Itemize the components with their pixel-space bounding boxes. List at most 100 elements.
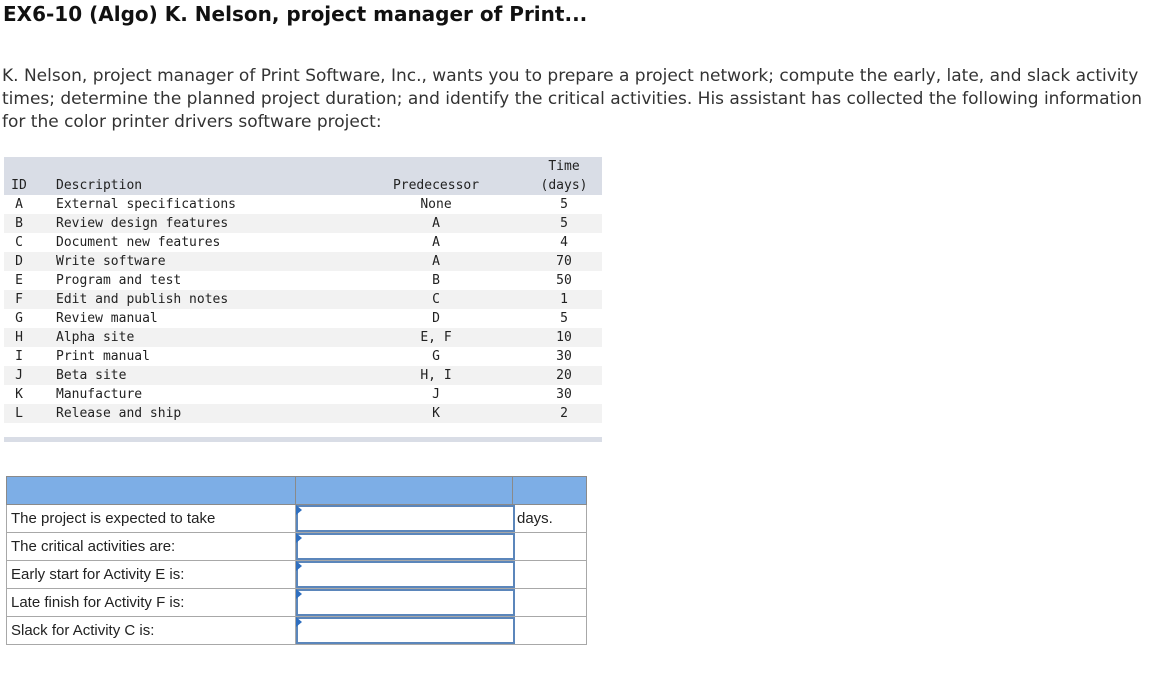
input-marker-icon [296, 589, 302, 599]
table-row: A External specifications None 5 [4, 195, 602, 214]
activity-description: Alpha site [56, 330, 135, 345]
activity-id: F [15, 292, 23, 307]
header-time-label: Time [548, 159, 580, 174]
table-row: I Print manual G 30 [4, 347, 602, 366]
activity-time: 30 [556, 349, 572, 364]
answer-unit [512, 560, 587, 589]
input-marker-icon [296, 533, 302, 543]
activity-id: E [15, 273, 23, 288]
table-row: B Review design features A 5 [4, 214, 602, 233]
answer-unit: days. [512, 504, 587, 533]
answer-row: The critical activities are: [6, 532, 587, 561]
activity-time: 4 [560, 235, 568, 250]
answer-label: The critical activities are: [6, 532, 296, 561]
table-row: D Write software A 70 [4, 252, 602, 271]
activity-id: J [15, 368, 23, 383]
answer-unit [512, 588, 587, 617]
answer-label: Slack for Activity C is: [6, 616, 296, 645]
table-bottom-rule [4, 423, 602, 442]
activity-description: Document new features [56, 235, 221, 250]
activity-id: D [15, 254, 23, 269]
activity-description: Review manual [56, 311, 158, 326]
answer-input[interactable] [296, 561, 515, 588]
header-predecessor: Predecessor [392, 178, 480, 193]
activity-time: 50 [556, 273, 572, 288]
activity-description: Program and test [56, 273, 182, 288]
activity-id: C [15, 235, 23, 250]
table-row: E Program and test B 50 [4, 271, 602, 290]
activity-predecessor: B [432, 273, 440, 288]
answer-unit [512, 532, 587, 561]
activity-predecessor: J [432, 387, 440, 402]
input-marker-icon [296, 505, 302, 515]
activity-predecessor: E, F [420, 330, 452, 345]
table-row: C Document new features A 4 [4, 233, 602, 252]
activity-id: K [15, 387, 23, 402]
header-time: Time (days) [526, 157, 602, 195]
activity-time: 5 [560, 197, 568, 212]
table-row: H Alpha site E, F 10 [4, 328, 602, 347]
answer-input-cell [295, 560, 515, 589]
activity-time: 1 [560, 292, 568, 307]
answer-input[interactable] [296, 505, 515, 532]
activity-description: Review design features [56, 216, 229, 231]
answer-input[interactable] [296, 589, 515, 616]
answer-row: The project is expected to take days. [6, 504, 587, 533]
answer-label: The project is expected to take [6, 504, 296, 533]
answer-input-cell [295, 616, 515, 645]
activity-time: 30 [556, 387, 572, 402]
answer-table: The project is expected to take days. The … [6, 476, 587, 645]
header-id: ID [11, 178, 27, 193]
table-row: L Release and ship K 2 [4, 404, 602, 423]
answer-unit [512, 616, 587, 645]
table-row: K Manufacture J 30 [4, 385, 602, 404]
activity-id: L [15, 406, 23, 421]
answer-label: Early start for Activity E is: [6, 560, 296, 589]
activity-predecessor: A [432, 235, 440, 250]
activity-predecessor: G [432, 349, 440, 364]
answer-input[interactable] [296, 533, 515, 560]
activity-time: 70 [556, 254, 572, 269]
activity-predecessor: A [432, 254, 440, 269]
project-info-table: ID Description Predecessor Time (days) A… [4, 157, 602, 442]
activity-predecessor: D [432, 311, 440, 326]
answer-row: Slack for Activity C is: [6, 616, 587, 645]
activity-predecessor: None [420, 197, 452, 212]
activity-id: G [15, 311, 23, 326]
activity-predecessor: H, I [420, 368, 452, 383]
activity-description: Beta site [56, 368, 127, 383]
activity-description: Edit and publish notes [56, 292, 229, 307]
activity-description: Print manual [56, 349, 150, 364]
table-row: F Edit and publish notes C 1 [4, 290, 602, 309]
input-marker-icon [296, 561, 302, 571]
answer-row: Late finish for Activity F is: [6, 588, 587, 617]
activity-description: Release and ship [56, 406, 182, 421]
answer-row: Early start for Activity E is: [6, 560, 587, 589]
activity-description: Manufacture [56, 387, 143, 402]
answer-input-cell [295, 532, 515, 561]
problem-statement: K. Nelson, project manager of Print Soft… [2, 66, 1143, 132]
table-row: G Review manual D 5 [4, 309, 602, 328]
table-header-row: ID Description Predecessor Time (days) [4, 157, 602, 195]
answer-input[interactable] [296, 617, 515, 644]
page-title: EX6-10 (Algo) K. Nelson, project manager… [3, 2, 588, 26]
table-row: J Beta site H, I 20 [4, 366, 602, 385]
header-description: Description [56, 178, 143, 193]
answer-input-cell [295, 504, 515, 533]
activity-predecessor: A [432, 216, 440, 231]
answer-table-header [6, 476, 587, 505]
activity-time: 10 [556, 330, 572, 345]
activity-description: Write software [56, 254, 166, 269]
activity-time: 2 [560, 406, 568, 421]
activity-predecessor: C [432, 292, 440, 307]
input-marker-icon [296, 617, 302, 627]
answer-label: Late finish for Activity F is: [6, 588, 296, 617]
activity-description: External specifications [56, 197, 237, 212]
activity-time: 5 [560, 311, 568, 326]
activity-id: A [15, 197, 23, 212]
activity-id: H [15, 330, 23, 345]
activity-time: 20 [556, 368, 572, 383]
activity-id: I [15, 349, 23, 364]
answer-input-cell [295, 588, 515, 617]
activity-id: B [15, 216, 23, 231]
